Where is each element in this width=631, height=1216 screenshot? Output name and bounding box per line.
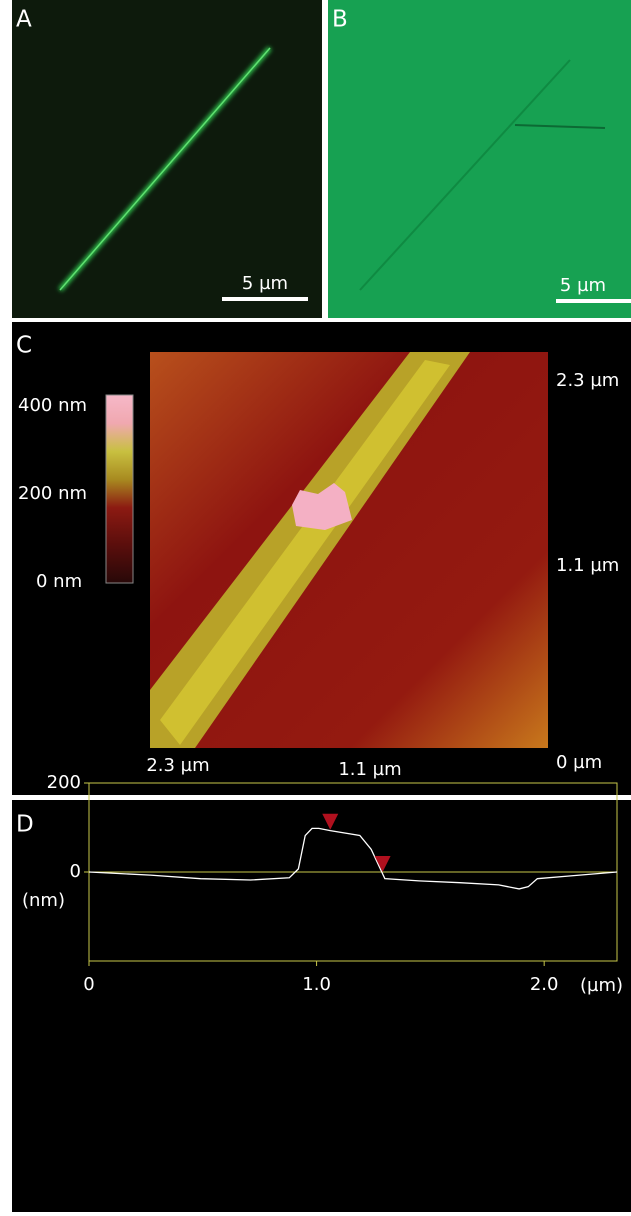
- colorbar: [106, 395, 133, 583]
- colorbar-label: 0 nm: [36, 571, 82, 592]
- axis-label: 0 µm: [556, 752, 602, 773]
- axis-label: 2.3 µm: [146, 755, 209, 776]
- y-tick-label: 200: [47, 772, 81, 793]
- axis-label: 2.3 µm: [556, 370, 619, 391]
- y-tick-label: 0: [70, 861, 81, 882]
- scale-label: 5 µm: [242, 273, 288, 294]
- colorbar-label: 200 nm: [18, 483, 87, 504]
- x-tick-label: 1.0: [302, 974, 331, 995]
- y-axis-label: (nm): [22, 890, 65, 911]
- panel-label: D: [16, 812, 34, 838]
- panel-a-image: [12, 0, 322, 318]
- x-tick-label: 0: [83, 974, 94, 995]
- axis-label: 1.1 µm: [556, 555, 619, 576]
- colorbar-label: 400 nm: [18, 395, 87, 416]
- axis-label: 1.1 µm: [338, 759, 401, 780]
- scale-label: 5 µm: [560, 275, 606, 296]
- panel-label: B: [332, 7, 348, 33]
- panel-label: C: [16, 333, 32, 359]
- panel-label: A: [16, 7, 32, 33]
- x-tick-label: 2.0: [530, 974, 559, 995]
- figure: A 5 µm B 5 µm C 400 nm 200 nm 0 nm 2.3 µ…: [0, 0, 631, 1212]
- panel-d: [12, 800, 631, 1212]
- x-axis-label: (µm): [580, 975, 623, 996]
